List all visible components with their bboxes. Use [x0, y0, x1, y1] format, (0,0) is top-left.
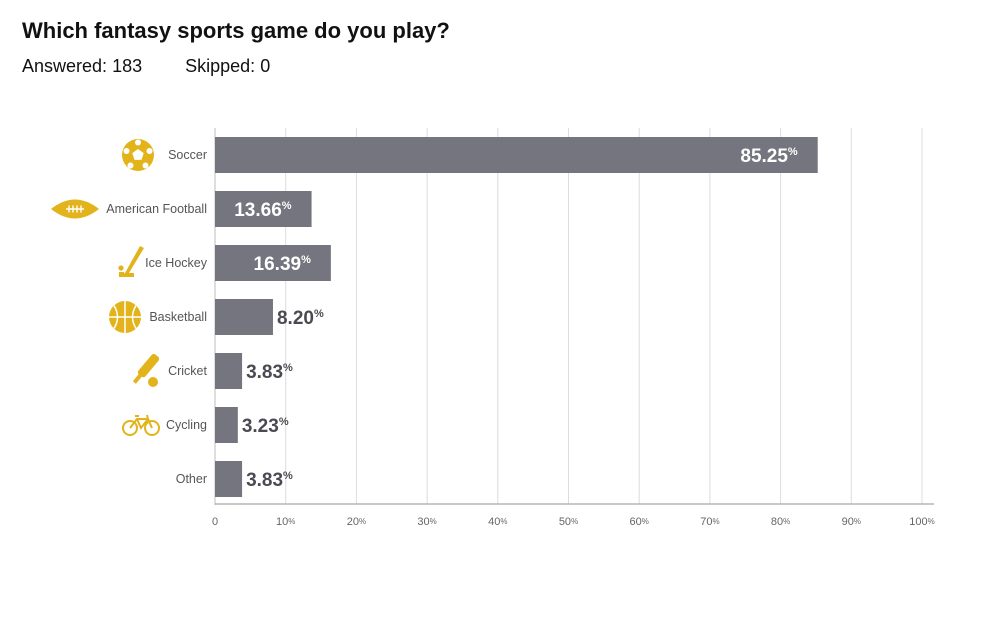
bar-cycling	[215, 407, 238, 443]
value-label: 3.83%	[246, 470, 293, 491]
answered-stat: Answered: 183	[22, 56, 142, 77]
category-label: Soccer	[168, 148, 207, 162]
question-title: Which fantasy sports game do you play?	[22, 18, 450, 43]
category-label: Basketball	[149, 310, 207, 324]
bar-soccer	[215, 137, 818, 173]
x-tick-label: 100%	[909, 516, 934, 528]
value-label: 3.23%	[242, 416, 289, 437]
category-label: American Football	[106, 202, 207, 216]
bar-other	[215, 461, 243, 497]
x-tick-label: 90%	[842, 516, 861, 528]
category-label: Ice Hockey	[145, 256, 208, 270]
x-tick-label: 50%	[559, 516, 578, 528]
value-label: 3.83%	[246, 362, 293, 383]
category-label: Cycling	[166, 418, 207, 432]
skipped-count: 0	[260, 56, 271, 76]
answered-label: Answered:	[22, 56, 108, 76]
x-tick-labels: 0 10% 20% 30% 40% 50% 60% 70% 80% 90% 100%	[212, 516, 935, 528]
cricket-bat-icon	[132, 354, 160, 387]
value-label: 85.25%	[740, 146, 798, 167]
response-stats: Answered: 183 Skipped: 0	[22, 56, 270, 77]
x-tick-label: 70%	[700, 516, 719, 528]
hockey-stick-icon	[118, 246, 144, 277]
value-label: 16.39%	[254, 254, 312, 275]
category-label: Other	[176, 472, 207, 486]
basketball-icon	[109, 301, 141, 333]
x-tick-label: 30%	[417, 516, 436, 528]
bar-cricket	[215, 353, 243, 389]
category-label: Cricket	[168, 364, 207, 378]
x-tick-label: 10%	[276, 516, 295, 528]
value-label: 13.66%	[234, 200, 292, 221]
bar-american-football	[215, 191, 312, 227]
x-tick-label: 20%	[347, 516, 366, 528]
x-tick-label: 0	[212, 516, 218, 528]
skipped-label: Skipped:	[185, 56, 256, 76]
x-tick-label: 40%	[488, 516, 507, 528]
answered-count: 183	[112, 56, 143, 76]
value-label: 8.20%	[277, 308, 324, 329]
bar-ice-hockey	[215, 245, 331, 281]
bar-basketball	[215, 299, 273, 335]
x-tick-label: 80%	[771, 516, 790, 528]
skipped-stat: Skipped: 0	[185, 56, 270, 77]
x-tick-label: 60%	[630, 516, 649, 528]
gridlines	[285, 128, 923, 504]
american-football-icon	[51, 199, 99, 219]
soccer-ball-icon	[122, 139, 154, 171]
bicycle-icon	[122, 414, 160, 436]
